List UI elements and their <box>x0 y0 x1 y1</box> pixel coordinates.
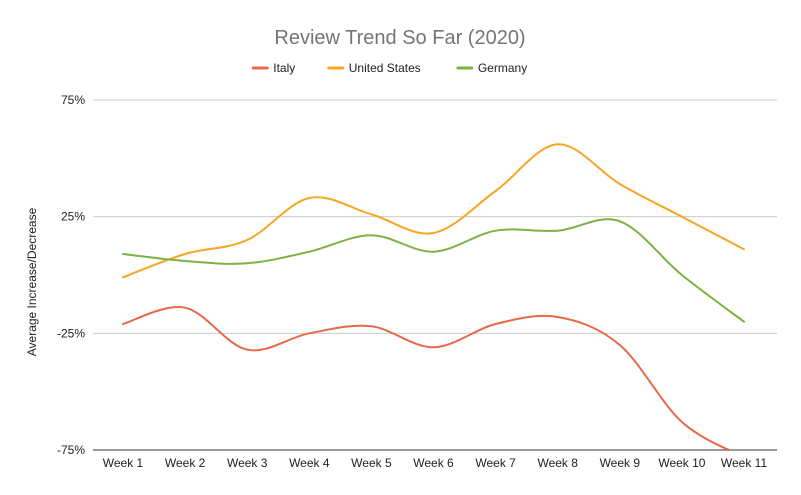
y-tick-label: 75% <box>61 93 85 107</box>
y-tick-label: 25% <box>61 210 85 224</box>
x-tick-label: Week 5 <box>351 456 392 470</box>
y-axis-ticks: 75% 25% -25% -75% <box>57 93 85 457</box>
legend-item-united-states: United States <box>327 61 421 75</box>
legend-label: Italy <box>273 61 295 75</box>
x-tick-label: Week 8 <box>537 456 578 470</box>
x-tick-label: Week 6 <box>413 456 454 470</box>
x-tick-label: Week 2 <box>165 456 206 470</box>
x-tick-label: Week 1 <box>103 456 144 470</box>
legend-item-italy: Italy <box>251 61 295 75</box>
series-line-united-states <box>122 143 745 279</box>
legend-label: United States <box>349 61 421 75</box>
x-tick-label: Week 10 <box>658 456 705 470</box>
series-line-italy <box>122 306 732 450</box>
y-tick-label: -75% <box>57 443 85 457</box>
y-tick-label: -25% <box>57 326 85 340</box>
y-axis-label: Average Increase/Decrease <box>25 207 39 356</box>
x-tick-label: Week 3 <box>227 456 268 470</box>
x-tick-label: Week 11 <box>721 456 768 470</box>
series-lines <box>122 143 745 450</box>
x-tick-label: Week 4 <box>289 456 330 470</box>
x-axis-ticks: Week 1 Week 2 Week 3 Week 4 Week 5 Week 6 Week… <box>103 456 768 470</box>
chart-title: Review Trend So Far (2020) <box>274 27 525 49</box>
x-tick-label: Week 7 <box>475 456 516 470</box>
x-tick-label: Week 9 <box>600 456 641 470</box>
gridlines <box>93 99 777 451</box>
legend: Italy United States Germany <box>251 61 527 75</box>
series-line-germany <box>122 218 745 323</box>
legend-item-germany: Germany <box>456 61 527 75</box>
legend-label: Germany <box>478 61 527 75</box>
